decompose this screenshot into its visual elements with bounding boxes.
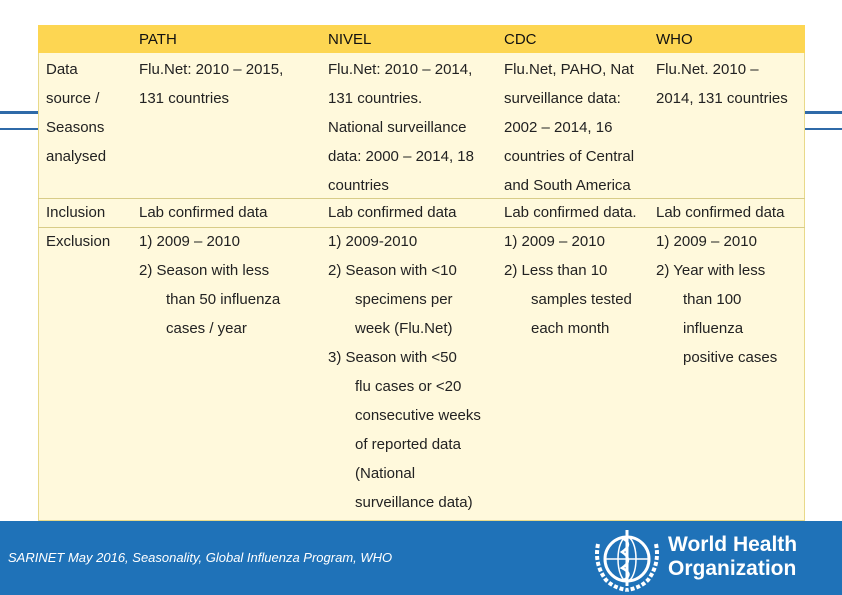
cell-inclusion-nivel: Lab confirmed data (328, 204, 457, 221)
footer-bar (0, 521, 842, 595)
cell-inclusion-cdc: Lab confirmed data. (504, 204, 637, 221)
cell-data-source-who: Flu.Net. 2010 – 2014, 131 countries (656, 55, 788, 113)
cell-line: source / (46, 90, 100, 107)
header-path: PATH (139, 31, 177, 48)
logo-line-2: Organization (668, 557, 797, 580)
cell-line: 2) Season with <10 (328, 262, 457, 279)
cell-line: positive cases (683, 349, 778, 366)
cell-data-source-path: Flu.Net: 2010 – 2015, 131 countries (139, 55, 283, 113)
cell-line: surveillance data: (504, 90, 621, 107)
cell-line: 1) 2009-2010 (328, 233, 418, 250)
cell-line: Flu.Net: 2010 – 2014, (328, 61, 473, 78)
cell-line: than 100 (683, 291, 742, 308)
row-label-data-source: Data source / Seasons analysed (46, 55, 106, 171)
cell-inclusion-who: Lab confirmed data (656, 204, 785, 221)
cell-line: consecutive weeks (355, 407, 481, 424)
cell-line: National surveillance (328, 119, 467, 136)
cell-line: than 50 influenza (166, 291, 281, 308)
cell-line: samples tested (531, 291, 632, 308)
cell-line: 1) 2009 – 2010 (139, 233, 240, 250)
cell-line: countries (328, 177, 389, 194)
cell-line: Seasons (46, 119, 105, 136)
row-label-exclusion: Exclusion (46, 233, 111, 250)
cell-line: surveillance data) (355, 494, 473, 511)
cell-line: (National (355, 465, 416, 482)
cell-line: Data (46, 61, 78, 78)
cell-line: week (Flu.Net) (355, 320, 453, 337)
cell-data-source-nivel: Flu.Net: 2010 – 2014, 131 countries. Nat… (328, 55, 474, 200)
cell-line: and South America (504, 177, 631, 194)
cell-exclusion-nivel: 1) 2009-2010 2) Season with <10 specimen… (328, 227, 481, 517)
footer-caption: SARINET May 2016, Seasonality, Global In… (8, 550, 393, 565)
row-label-inclusion: Inclusion (46, 204, 106, 221)
cell-line: Flu.Net, PAHO, Nat (504, 61, 634, 78)
cell-line: countries of Central (504, 148, 635, 165)
cell-line: 131 countries. (328, 90, 423, 107)
cell-line: data: 2000 – 2014, 18 (328, 148, 474, 165)
header-who: WHO (656, 31, 693, 48)
cell-line: analysed (46, 148, 107, 165)
cell-line: flu cases or <20 (355, 378, 462, 395)
cell-line: 1) 2009 – 2010 (656, 233, 757, 250)
cell-exclusion-cdc: 1) 2009 – 2010 2) Less than 10 samples t… (504, 227, 632, 343)
cell-line: 3) Season with <50 (328, 349, 457, 366)
row-divider (38, 198, 805, 199)
cell-line: cases / year (166, 320, 247, 337)
cell-data-source-cdc: Flu.Net, PAHO, Nat surveillance data: 20… (504, 55, 634, 200)
cell-line: 2) Season with less (139, 262, 270, 279)
cell-line: 131 countries (139, 90, 230, 107)
comparison-table (38, 25, 805, 521)
cell-exclusion-path: 1) 2009 – 2010 2) Season with less than … (139, 227, 280, 343)
cell-line: 2) Less than 10 (504, 262, 608, 279)
table-header-row (38, 25, 805, 53)
cell-inclusion-path: Lab confirmed data (139, 204, 268, 221)
cell-line: of reported data (355, 436, 461, 453)
logo-line-1: World Health (668, 533, 798, 556)
who-logo-text: World Health Organization (668, 533, 797, 581)
header-cdc: CDC (504, 31, 537, 48)
cell-line: specimens per (355, 291, 453, 308)
header-nivel: NIVEL (328, 31, 372, 48)
cell-exclusion-who: 1) 2009 – 2010 2) Year with less than 10… (656, 227, 777, 372)
cell-line: 2002 – 2014, 16 (504, 119, 613, 136)
cell-line: 2) Year with less (656, 262, 766, 279)
who-emblem-icon (595, 530, 659, 592)
cell-line: each month (531, 320, 610, 337)
row-divider (38, 227, 805, 228)
cell-line: 2014, 131 countries (656, 90, 788, 107)
cell-line: Flu.Net: 2010 – 2015, (139, 61, 284, 78)
cell-line: 1) 2009 – 2010 (504, 233, 605, 250)
cell-line: Flu.Net. 2010 – (656, 61, 759, 78)
cell-line: influenza (683, 320, 744, 337)
